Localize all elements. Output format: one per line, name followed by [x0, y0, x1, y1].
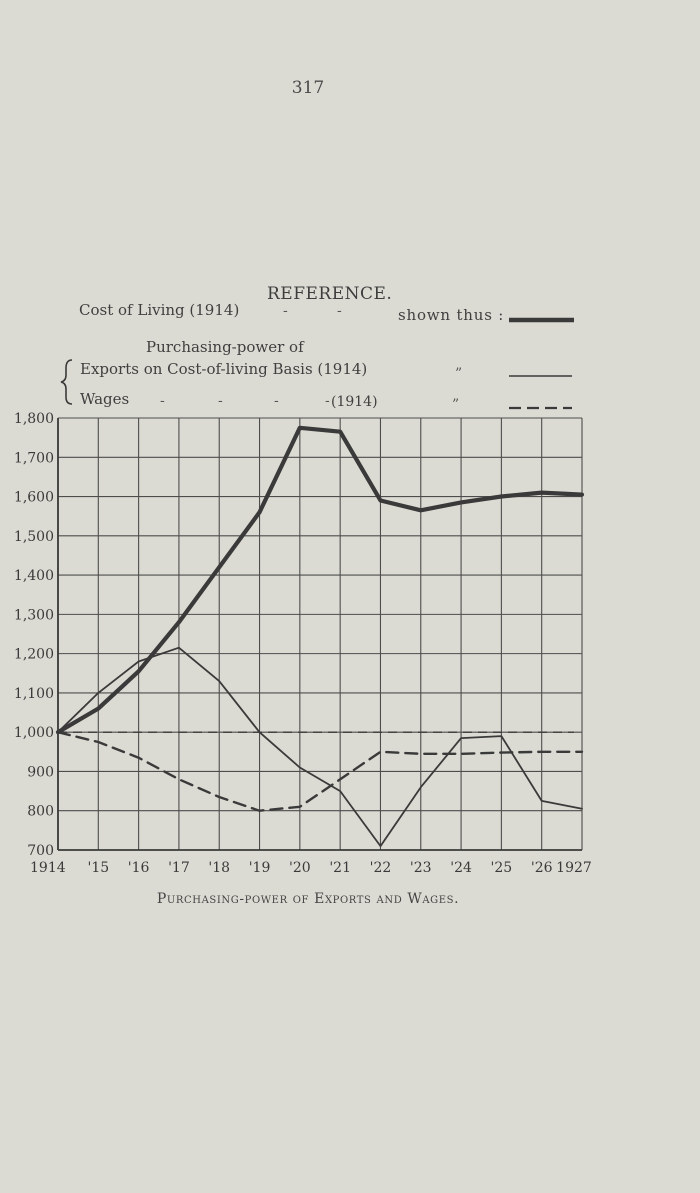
series-layer	[55, 425, 585, 847]
y-tick-label: 1,400	[14, 568, 54, 584]
x-tick-label: '22	[370, 860, 392, 876]
legend-leader-4d: -	[325, 393, 330, 409]
y-tick-label: 900	[27, 764, 54, 780]
y-tick-label: 1,500	[14, 529, 54, 545]
y-tick-label: 1,800	[14, 411, 54, 427]
legend-shown-thus: shown thus :	[398, 306, 505, 324]
series-line-1	[55, 425, 585, 735]
legend-wages-label: Wages	[80, 390, 130, 408]
x-tick-label: '23	[410, 860, 432, 876]
y-tick-label: 800	[27, 804, 54, 820]
y-axis-ticks: 700 800 900 1,000 1,100 1,200 1,300 1,400 1,500 1…	[14, 411, 54, 859]
legend-wages-year: (1914)	[331, 394, 378, 410]
legend-purchasing-label: Purchasing-power of	[146, 338, 304, 356]
legend-exports-label: Exports on Cost-of-living Basis (1914)	[80, 360, 368, 378]
reference-title: REFERENCE.	[267, 284, 393, 304]
legend-brace	[60, 359, 73, 405]
legend-leader-4a: -	[160, 393, 165, 409]
y-tick-label: 1,600	[14, 490, 54, 506]
y-tick-label: 1,300	[14, 607, 54, 623]
x-tick-label: '21	[329, 860, 351, 876]
chart-grid	[57, 417, 583, 851]
chart-caption: Purchasing-power of Exports and Wages.	[156, 891, 460, 907]
x-tick-label: '18	[208, 860, 230, 876]
legend-leader-4c: -	[274, 393, 279, 409]
series-line-2	[57, 646, 583, 847]
x-tick-label: '26	[531, 860, 553, 876]
legend-ditto-exports: ”	[455, 366, 463, 382]
x-tick-label: '24	[450, 860, 472, 876]
y-tick-label: 1,700	[14, 450, 54, 466]
legend-leader-1b: -	[337, 303, 342, 319]
x-tick-label: '19	[249, 860, 271, 876]
legend-ditto-wages: ”	[452, 397, 460, 413]
x-tick-label: '15	[87, 860, 109, 876]
x-tick-label: '20	[289, 860, 311, 876]
x-tick-label: '16	[128, 860, 150, 876]
y-tick-label: 700	[27, 843, 54, 859]
x-tick-label: '25	[491, 860, 513, 876]
x-tick-label: '17	[168, 860, 190, 876]
y-tick-label: 1,000	[14, 725, 54, 741]
x-tick-label: 1914	[30, 860, 66, 876]
x-tick-label: 1927	[556, 860, 592, 876]
y-tick-label: 1,200	[14, 647, 54, 663]
page-number: 317	[291, 78, 325, 98]
legend-leader-1a: -	[283, 303, 288, 319]
legend-leader-4b: -	[218, 393, 223, 409]
legend-cost-label: Cost of Living (1914)	[79, 301, 240, 319]
x-axis-ticks: 1914 '15 '16 '17 '18 '19 '20 '21 '22 '23 '24 '25 '26…	[30, 860, 592, 876]
y-tick-label: 1,100	[14, 686, 54, 702]
